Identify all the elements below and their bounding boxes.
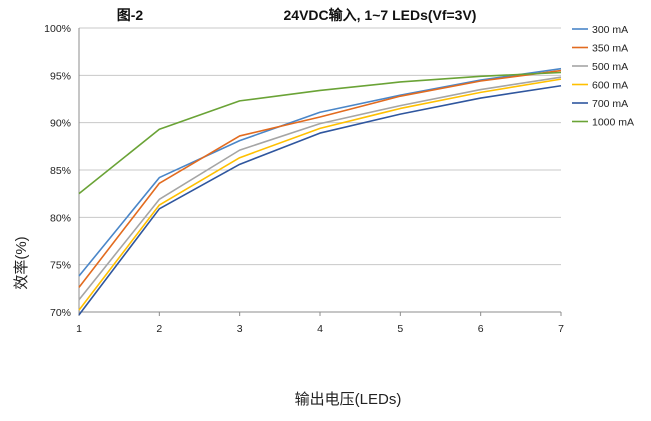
gridlines <box>79 27 561 266</box>
x-tick-label: 3 <box>237 323 243 335</box>
y-axis-label: 效率(%) <box>13 236 30 289</box>
y-tick-label: 75% <box>50 260 71 272</box>
y-tick-label: 80% <box>50 212 71 224</box>
y-tick-labels: 70% 75% 80% 85% 90% 95% 100% <box>44 23 71 319</box>
x-tick-label: 1 <box>76 323 82 335</box>
series-lines <box>78 67 562 316</box>
legend: 300 mA 350 mA 500 mA 600 mA 700 mA 1000 mA <box>572 24 634 129</box>
y-tick-label: 70% <box>50 307 71 319</box>
y-tick-label: 90% <box>50 118 71 130</box>
x-tick-label: 5 <box>397 323 403 335</box>
x-tick-label: 2 <box>156 323 162 335</box>
x-tick-label: 7 <box>558 323 564 335</box>
series-line <box>78 67 562 277</box>
series-line <box>78 69 562 288</box>
y-tick-label: 85% <box>50 165 71 177</box>
legend-label: 350 mA <box>592 43 628 55</box>
series-line <box>78 76 562 301</box>
axes <box>78 28 562 316</box>
legend-label: 700 mA <box>592 98 628 110</box>
series-line <box>78 71 562 195</box>
y-tick-label: 95% <box>50 70 71 82</box>
y-tick-label: 100% <box>44 23 71 35</box>
legend-label: 500 mA <box>592 61 628 73</box>
figure-label: 图-2 <box>117 7 144 23</box>
x-tick-labels: 1 2 3 4 5 6 7 <box>76 323 564 335</box>
x-tick-label: 6 <box>478 323 484 335</box>
x-axis-label: 输出电压(LEDs) <box>295 391 402 408</box>
legend-label: 300 mA <box>592 24 628 36</box>
chart-title: 24VDC输入, 1~7 LEDs(Vf=3V) <box>284 7 477 23</box>
series-line <box>78 84 562 316</box>
series-line <box>78 78 562 311</box>
x-tick-label: 4 <box>317 323 323 335</box>
legend-label: 1000 mA <box>592 117 634 129</box>
legend-label: 600 mA <box>592 80 628 92</box>
